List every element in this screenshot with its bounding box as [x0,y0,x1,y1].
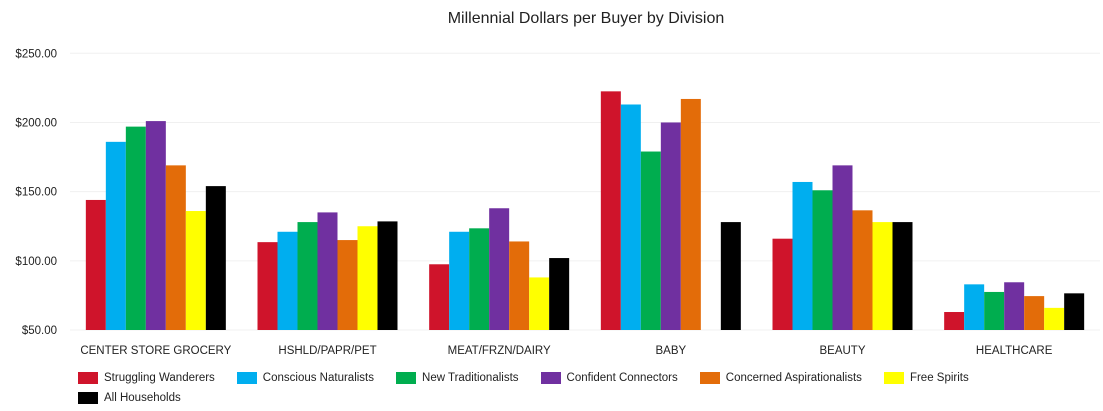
bar [205,186,226,330]
bar [449,231,470,330]
bar [680,98,701,330]
x-tick-label: CENTER STORE GROCERY [80,345,231,357]
chart-title: Millennial Dollars per Buyer by Division [448,10,725,27]
bar [660,122,681,330]
bar [852,210,873,330]
bar [125,126,146,330]
bar [720,222,741,330]
bar [429,264,450,330]
bar [377,221,398,330]
bar [145,121,166,331]
bar [549,258,570,330]
bar [509,241,530,330]
legend-swatch [236,372,257,384]
legend-item[interactable]: Struggling Wanderers [78,371,215,385]
legend-swatch [396,372,417,384]
legend-label: Conscious Naturalists [262,372,375,384]
legend-label: Struggling Wanderers [104,372,215,384]
legend-item[interactable]: New Traditionalists [396,371,519,385]
bar [1024,296,1045,330]
y-tick-label: $100.00 [15,256,57,268]
legend-label: Free Spirits [909,372,969,384]
bar [1004,282,1025,330]
bar [640,151,661,330]
legend-swatch [540,372,561,384]
legend-swatch [78,392,98,404]
bar [944,312,965,330]
y-tick-label: $200.00 [15,117,57,129]
x-tick-label: HSHLD/PAPR/PET [278,345,376,357]
bar [489,208,510,330]
bar [872,222,893,330]
bar-chart: Millennial Dollars per Buyer by Division… [15,10,1100,357]
legend-label: Concerned Aspirationalists [725,372,862,384]
bar [257,242,278,330]
bar [1064,293,1085,330]
bar [792,181,813,330]
bar [277,231,298,330]
x-tick-label: BEAUTY [819,345,865,357]
bar [105,141,126,330]
x-tick-label: HEALTHCARE [976,345,1053,357]
bar [1044,307,1065,330]
bar [620,104,641,330]
bar [185,211,206,330]
legend-item[interactable]: Confident Connectors [540,371,678,385]
legend-label: All Households [104,392,181,404]
bar [337,240,358,330]
legend-swatch [78,372,98,384]
y-tick-label: $150.00 [15,187,57,199]
legend-swatch [699,372,720,384]
legend-label: New Traditionalists [422,372,519,384]
bar [772,238,793,330]
bar [297,222,318,330]
bar [832,165,853,330]
bar [469,228,490,330]
legend-item[interactable]: Concerned Aspirationalists [699,371,862,385]
bar [892,222,913,330]
bar [964,284,985,330]
legend-swatch [883,372,904,384]
bar [529,277,550,330]
y-tick-label: $250.00 [15,48,57,60]
bar [812,190,833,330]
bar [984,291,1005,330]
legend-label: Confident Connectors [566,372,678,384]
x-tick-label: MEAT/FRZN/DAIRY [448,345,551,357]
legend: Struggling Wanderers Conscious Naturalist… [78,371,1078,405]
bar [600,91,621,330]
y-tick-label: $50.00 [22,325,57,337]
bar [317,212,338,330]
legend-item[interactable]: Conscious Naturalists [236,371,375,385]
legend-item[interactable]: All Households [78,391,181,405]
bar [357,226,378,330]
x-tick-label: BABY [655,345,686,357]
legend-item[interactable]: Free Spirits [883,371,969,385]
bar [85,199,106,330]
bar [165,165,186,330]
